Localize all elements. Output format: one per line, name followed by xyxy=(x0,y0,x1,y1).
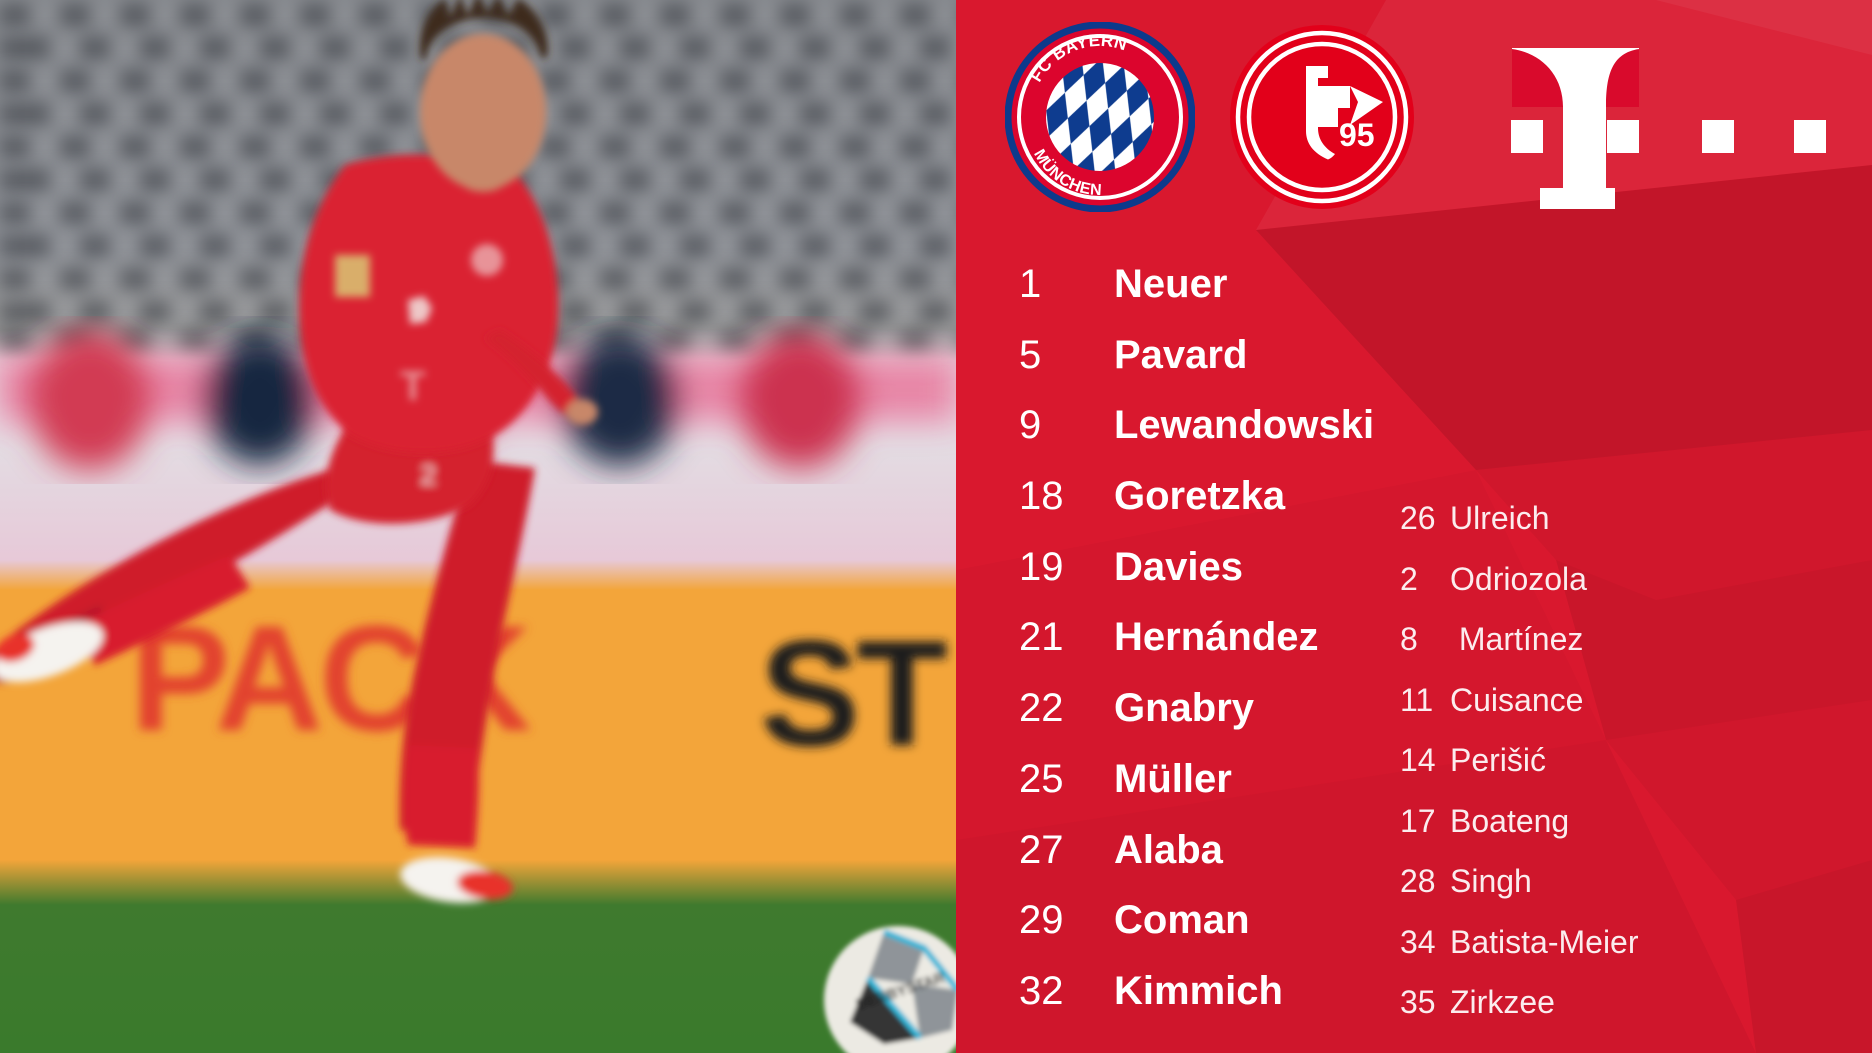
svg-text:2: 2 xyxy=(420,459,437,492)
svg-text:T: T xyxy=(400,362,426,409)
